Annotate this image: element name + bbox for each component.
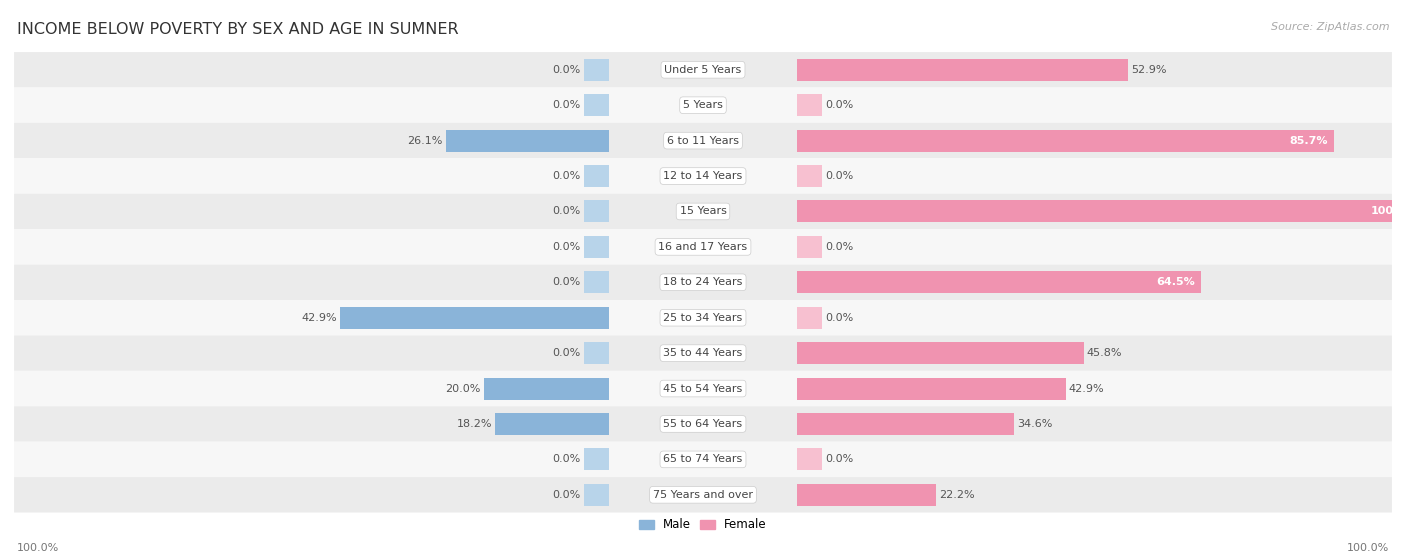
Text: 0.0%: 0.0%: [553, 490, 581, 500]
Bar: [797, 94, 823, 116]
Text: 55 to 64 Years: 55 to 64 Years: [664, 419, 742, 429]
FancyBboxPatch shape: [14, 335, 1392, 371]
Text: 0.0%: 0.0%: [553, 65, 581, 75]
FancyBboxPatch shape: [14, 194, 1392, 229]
Text: 0.0%: 0.0%: [553, 242, 581, 252]
Bar: [583, 59, 609, 80]
Text: 0.0%: 0.0%: [825, 312, 853, 323]
Bar: [583, 201, 609, 222]
FancyBboxPatch shape: [14, 123, 1392, 158]
FancyBboxPatch shape: [14, 229, 1392, 264]
Text: 18.2%: 18.2%: [457, 419, 492, 429]
Text: 35 to 44 Years: 35 to 44 Years: [664, 348, 742, 358]
Legend: Male, Female: Male, Female: [634, 514, 772, 536]
FancyBboxPatch shape: [14, 406, 1392, 442]
Text: 100.0%: 100.0%: [1371, 206, 1406, 216]
Bar: [583, 448, 609, 470]
FancyBboxPatch shape: [14, 477, 1392, 513]
Bar: [797, 271, 1201, 293]
Bar: [797, 236, 823, 258]
Text: 0.0%: 0.0%: [553, 348, 581, 358]
Bar: [583, 271, 609, 293]
Bar: [797, 377, 1066, 400]
Text: 100.0%: 100.0%: [17, 543, 59, 553]
Text: 65 to 74 Years: 65 to 74 Years: [664, 454, 742, 465]
Text: Under 5 Years: Under 5 Years: [665, 65, 741, 75]
Text: 0.0%: 0.0%: [825, 454, 853, 465]
Bar: [797, 448, 823, 470]
Bar: [797, 130, 1334, 151]
Bar: [340, 307, 609, 329]
Bar: [797, 342, 1084, 364]
Bar: [583, 484, 609, 506]
Text: Source: ZipAtlas.com: Source: ZipAtlas.com: [1271, 22, 1389, 32]
Text: 34.6%: 34.6%: [1017, 419, 1052, 429]
Text: 0.0%: 0.0%: [825, 171, 853, 181]
Text: 100.0%: 100.0%: [1347, 543, 1389, 553]
Text: 18 to 24 Years: 18 to 24 Years: [664, 277, 742, 287]
FancyBboxPatch shape: [14, 442, 1392, 477]
Bar: [797, 201, 1406, 222]
FancyBboxPatch shape: [14, 88, 1392, 123]
Bar: [446, 130, 609, 151]
Bar: [583, 342, 609, 364]
Text: INCOME BELOW POVERTY BY SEX AND AGE IN SUMNER: INCOME BELOW POVERTY BY SEX AND AGE IN S…: [17, 22, 458, 37]
Text: 12 to 14 Years: 12 to 14 Years: [664, 171, 742, 181]
Text: 45 to 54 Years: 45 to 54 Years: [664, 383, 742, 394]
Text: 25 to 34 Years: 25 to 34 Years: [664, 312, 742, 323]
Text: 6 to 11 Years: 6 to 11 Years: [666, 136, 740, 146]
Text: 42.9%: 42.9%: [302, 312, 337, 323]
Bar: [797, 59, 1128, 80]
Text: 64.5%: 64.5%: [1156, 277, 1195, 287]
Text: 42.9%: 42.9%: [1069, 383, 1104, 394]
FancyBboxPatch shape: [14, 264, 1392, 300]
Bar: [797, 165, 823, 187]
FancyBboxPatch shape: [14, 52, 1392, 88]
Text: 0.0%: 0.0%: [825, 100, 853, 110]
Text: 20.0%: 20.0%: [446, 383, 481, 394]
Bar: [484, 377, 609, 400]
Text: 26.1%: 26.1%: [408, 136, 443, 146]
Text: 0.0%: 0.0%: [553, 277, 581, 287]
FancyBboxPatch shape: [14, 371, 1392, 406]
Text: 0.0%: 0.0%: [553, 206, 581, 216]
Bar: [797, 307, 823, 329]
Bar: [583, 236, 609, 258]
Text: 75 Years and over: 75 Years and over: [652, 490, 754, 500]
Text: 16 and 17 Years: 16 and 17 Years: [658, 242, 748, 252]
Text: 0.0%: 0.0%: [825, 242, 853, 252]
Bar: [797, 413, 1014, 435]
FancyBboxPatch shape: [14, 300, 1392, 335]
Text: 52.9%: 52.9%: [1132, 65, 1167, 75]
Text: 45.8%: 45.8%: [1087, 348, 1122, 358]
Bar: [797, 484, 936, 506]
Text: 22.2%: 22.2%: [939, 490, 974, 500]
Text: 85.7%: 85.7%: [1289, 136, 1327, 146]
Bar: [583, 94, 609, 116]
Text: 0.0%: 0.0%: [553, 100, 581, 110]
Text: 0.0%: 0.0%: [553, 454, 581, 465]
Text: 5 Years: 5 Years: [683, 100, 723, 110]
Bar: [583, 165, 609, 187]
Bar: [495, 413, 609, 435]
FancyBboxPatch shape: [14, 158, 1392, 194]
Text: 15 Years: 15 Years: [679, 206, 727, 216]
Text: 0.0%: 0.0%: [553, 171, 581, 181]
